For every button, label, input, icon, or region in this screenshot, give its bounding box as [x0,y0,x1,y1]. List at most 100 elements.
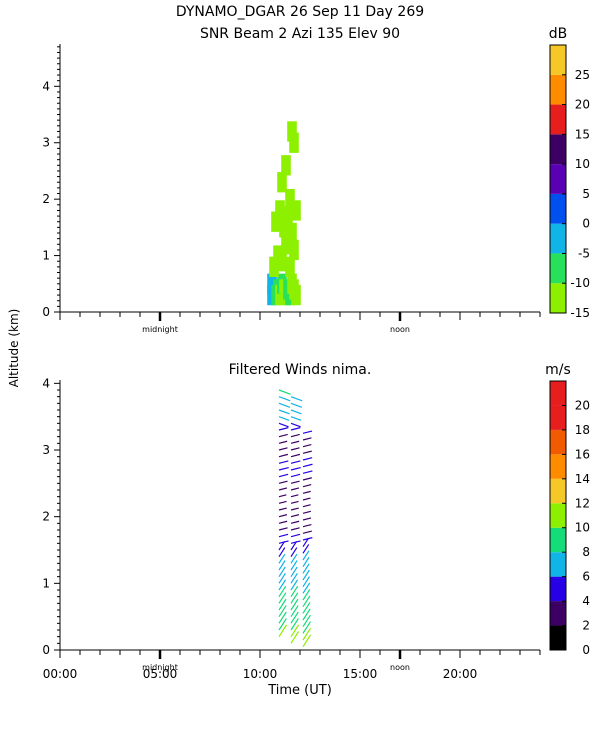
time-tick-label: 20:00 [443,667,478,681]
lower-midnight-label: midnight [142,663,178,672]
upper-colorbar-label: 25 [575,68,590,82]
upper-colorbar-label: 10 [575,157,590,171]
wind-vector [290,631,300,644]
lower-colorbar-unit: m/s [545,362,571,378]
snr-cell [269,256,279,278]
figure-title-line1: DYNAMO_DGAR 26 Sep 11 Day 269 [176,4,424,20]
upper-y-tick-label: 3 [42,136,50,150]
wind-vector [290,573,298,584]
wind-vector [278,547,286,557]
upper-colorbar-label: 5 [582,187,590,201]
wind-vector [302,463,313,468]
wind-vector [278,409,290,415]
wind-vector [302,523,312,528]
time-tick-label: 05:00 [143,667,178,681]
wind-vector [278,422,289,428]
lower-y-tick-label: 4 [42,376,50,390]
wind-vector [278,560,286,571]
lower-colorbar-cell [550,625,566,650]
wind-vector [278,396,291,402]
wind-vector [278,389,291,395]
time-tick-label: 15:00 [343,667,378,681]
wind-vector [290,409,302,415]
lower-colorbar-cell [550,576,566,602]
wind-vector [302,430,313,434]
upper-colorbar-label: -10 [570,276,590,290]
wind-vector [302,563,310,574]
wind-vector [278,500,287,504]
upper-colorbar-label: 20 [575,98,590,112]
wind-vector [278,480,288,484]
lower-colorbar-label: 18 [575,423,590,437]
upper-colorbar-cell [550,283,566,313]
lower-colorbar-cell [550,454,566,479]
wind-vector [278,573,286,584]
snr-cell [283,205,293,227]
snr-cell [277,172,287,193]
snr-cell [285,189,295,210]
wind-vector [302,443,312,448]
wind-vector [290,566,298,577]
upper-y-tick-label: 1 [42,249,50,263]
wind-vector [278,533,289,538]
lower-colorbar-label: 8 [582,545,590,559]
wind-vector [302,470,313,474]
wind-vector [290,585,299,597]
upper-colorbar-label: -15 [570,306,590,320]
wind-vector [278,585,287,597]
wind-vector [290,460,301,464]
upper-y-tick-label: 0 [42,305,50,319]
wind-vector [302,490,311,494]
wind-vector [290,527,300,531]
snr-cell [289,239,299,261]
wind-vector [302,510,311,514]
upper-colorbar-label: 0 [582,217,590,231]
wind-vector [302,537,313,541]
wind-vector [278,520,288,524]
wind-vector [302,602,311,614]
wind-vector [278,611,287,624]
wind-vector [278,427,289,431]
wind-vector [302,595,311,607]
lower-colorbar-label: 14 [575,472,590,486]
wind-vector [302,530,312,534]
upper-colorbar-cell [550,193,566,224]
snr-cell [281,234,291,255]
lower-colorbar-label: 16 [575,447,590,461]
lower-colorbar-label: 6 [582,570,590,584]
wind-vector [290,547,298,557]
wind-vector [302,497,311,501]
wind-vector [290,447,300,451]
snr-cell [279,217,289,238]
snr-cell [289,132,299,153]
figure-title-line2: SNR Beam 2 Azi 135 Elev 90 [200,26,400,42]
wind-vector [278,453,289,458]
wind-vector [302,556,310,567]
wind-vector [290,507,299,511]
wind-vector [290,402,303,408]
wind-vector [302,576,310,587]
lower-colorbar-label: 12 [575,496,590,510]
wind-vector [278,402,291,408]
snr-cell [291,284,301,306]
wind-vector [302,582,311,594]
wind-vector [302,569,310,581]
upper-colorbar-cell [550,164,566,194]
wind-vector [290,440,300,444]
upper-y-tick-label: 2 [42,192,50,206]
wind-vector [302,437,312,441]
wind-vector [278,514,288,518]
lower-colorbar-label: 20 [575,398,590,412]
upper-colorbar-label: 15 [575,127,590,141]
upper-colorbar-frame [549,44,567,314]
lower-colorbar-label: 2 [582,619,590,633]
wind-vector [302,457,313,461]
wind-vector [278,460,289,464]
wind-vector [302,634,312,647]
snr-cell [287,121,297,142]
lower-y-tick-label: 0 [42,643,50,657]
wind-vector [290,427,301,431]
snr-cell [287,222,297,244]
lower-colorbar-frame [549,380,567,651]
wind-vector [290,624,300,637]
